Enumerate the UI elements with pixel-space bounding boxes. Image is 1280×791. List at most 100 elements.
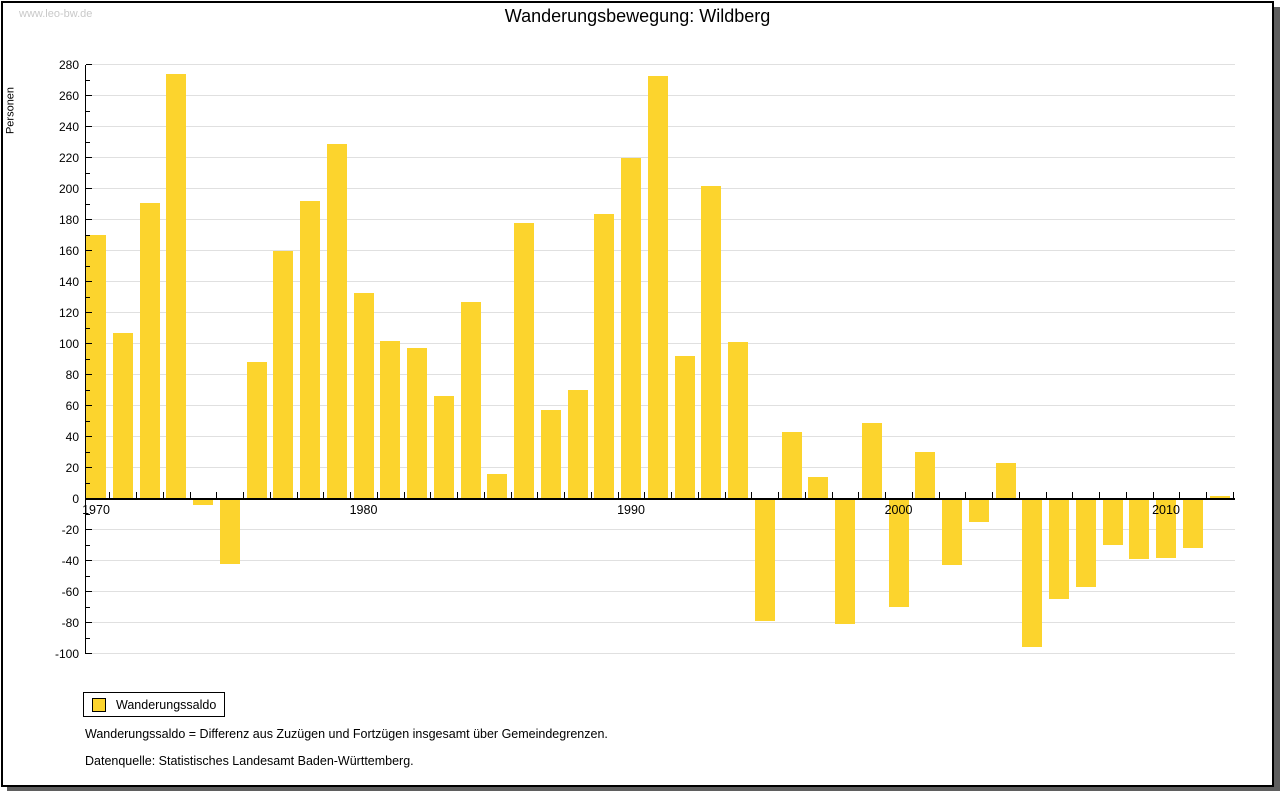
y-axis-tick [86,358,90,360]
x-axis-tick [1232,491,1234,498]
bar-2002 [942,498,962,566]
x-axis-tick [1152,491,1154,498]
bar-1980 [353,292,374,499]
bar-2001 [915,452,936,499]
footnote-source: Datenquelle: Statistisches Landesamt Bad… [85,754,414,768]
bar-2008 [1102,498,1123,546]
gridline [86,560,1235,562]
x-axis-tick [804,491,806,498]
bar-1975 [219,498,240,564]
gridline [86,64,1235,66]
x-axis-tick [189,491,191,498]
x-tick-label: 2010 [1152,502,1180,517]
y-axis-tick [86,188,92,190]
y-tick-label: 160 [58,243,79,258]
y-axis-tick [86,172,90,174]
y-axis-tick [86,296,90,298]
y-axis-tick [86,637,90,639]
x-tick-label: 1990 [617,502,645,517]
y-tick-label: 240 [58,119,79,134]
y-tick-label: -60 [61,584,79,599]
y-axis-tick [86,467,92,469]
y-tick-label: -20 [61,522,79,537]
x-axis-tick [510,491,512,498]
bar-1972 [139,202,160,499]
y-axis-tick [86,575,90,577]
x-axis-tick [644,491,646,498]
x-axis-tick [965,491,967,498]
x-axis-tick [1099,491,1101,498]
bar-1991 [647,75,668,499]
x-axis-tick [911,491,913,498]
y-axis-tick [86,327,90,329]
y-axis-line [85,65,86,654]
x-axis-tick [296,491,298,498]
y-axis-tick [86,219,92,221]
gridline [86,529,1235,531]
x-axis-tick [109,491,111,498]
x-axis-tick [778,491,780,498]
x-axis-tick [1125,491,1127,498]
y-axis-tick [86,343,92,345]
y-tick-label: -100 [54,646,79,661]
x-axis-tick [430,491,432,498]
bar-1993 [701,185,722,499]
x-axis-tick [1045,491,1047,498]
bar-2012 [1209,495,1230,499]
y-axis-tick [86,374,92,376]
y-axis-tick [86,203,90,205]
bar-1988 [567,390,588,499]
bar-2004 [995,463,1016,499]
y-axis-tick [86,389,90,391]
bar-1979 [326,143,347,499]
bar-2007 [1075,498,1096,588]
x-axis-tick [537,491,539,498]
x-axis-tick [457,491,459,498]
y-axis-tick [86,420,90,422]
watermark: www.leo-bw.de [19,8,93,20]
x-axis-tick [831,491,833,498]
y-tick-label: 40 [65,429,79,444]
y-axis-tick [86,544,90,546]
bar-1973 [166,74,187,499]
x-axis-tick [671,491,673,498]
y-axis-tick [86,653,92,655]
x-axis-tick [269,491,271,498]
legend-label: Wanderungssaldo [116,697,217,712]
y-axis-tick [86,606,90,608]
bar-1990 [621,157,641,499]
bar-2009 [1129,498,1150,560]
y-axis-tick [86,513,90,515]
x-axis-tick [564,491,566,498]
y-axis-tick [86,312,92,314]
y-axis-tick [86,560,92,562]
bar-1981 [380,340,401,499]
y-tick-label: 100 [58,336,79,351]
y-tick-label: 280 [58,57,79,72]
legend-box: Wanderungssaldo [83,692,225,717]
bar-1997 [808,477,829,499]
x-axis-tick [350,491,352,498]
y-axis-tick [86,250,92,252]
bar-1999 [861,422,882,499]
y-axis-tick [86,529,92,531]
bar-1976 [246,362,267,499]
plot-area: -100 -80 -60 -40 -20 0 20 40 60 80 100 120 140 160 180… [55,58,1235,661]
bar-1983 [433,396,454,499]
y-axis-tick [86,95,92,97]
x-tick-label: 1980 [349,502,378,517]
footnote-definition: Wanderungssaldo = Differenz aus Zuzügen … [85,727,608,741]
y-tick-label: 20 [65,460,79,475]
bar-1977 [273,250,294,499]
bar-1986 [514,222,534,499]
bar-1982 [407,348,427,499]
y-axis-tick [86,110,90,112]
bar-1989 [594,213,615,499]
x-axis-tick [885,491,887,498]
y-tick-label: -40 [61,553,79,568]
y-tick-label: 120 [58,305,79,320]
x-axis-tick [1179,491,1181,498]
y-tick-label: 220 [58,150,79,165]
page-title: Wanderungsbewegung: Wildberg [504,6,771,26]
bar-1996 [781,432,802,499]
